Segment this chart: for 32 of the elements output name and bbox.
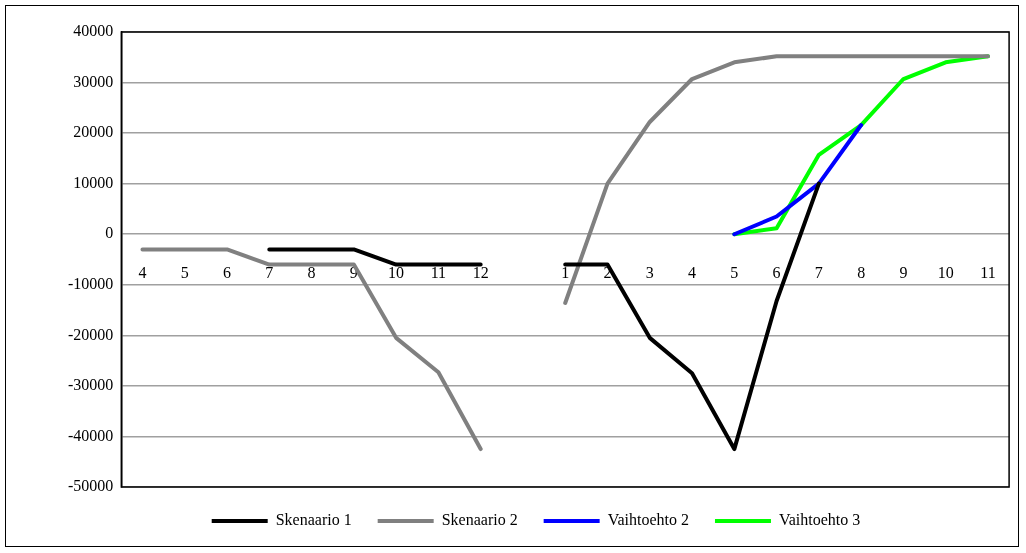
x-tick-label: 5 xyxy=(730,264,739,282)
legend-label: Vaihtoehto 2 xyxy=(607,511,689,529)
y-tick-label: -50000 xyxy=(68,477,114,495)
x-tick-label: 4 xyxy=(688,264,697,282)
legend-label: Vaihtoehto 3 xyxy=(778,511,861,529)
y-tick-label: 0 xyxy=(105,224,114,242)
x-tick-label: 7 xyxy=(265,264,274,282)
x-tick-label: 9 xyxy=(899,264,908,282)
y-tick-label: 20000 xyxy=(73,123,114,141)
y-tick-label: -20000 xyxy=(68,325,114,343)
x-tick-label: 8 xyxy=(307,264,316,282)
x-tick-label: 10 xyxy=(937,264,954,282)
x-tick-label: 6 xyxy=(772,264,781,282)
y-tick-label: -30000 xyxy=(68,376,114,394)
x-tick-label: 1 xyxy=(561,264,570,282)
y-tick-label: -40000 xyxy=(68,426,114,444)
x-tick-label: 11 xyxy=(430,264,447,282)
legend-label: Skenaario 1 xyxy=(275,511,352,529)
x-tick-label: 4 xyxy=(138,264,147,282)
x-tick-label: 5 xyxy=(180,264,189,282)
y-tick-label: -10000 xyxy=(68,274,114,292)
y-tick-label: 10000 xyxy=(73,173,114,191)
y-tick-label: 40000 xyxy=(73,22,114,40)
x-tick-label: 6 xyxy=(223,264,232,282)
x-tick-label: 7 xyxy=(814,264,823,282)
x-tick-label: 11 xyxy=(980,264,996,282)
x-tick-label: 3 xyxy=(645,264,654,282)
x-tick-label: 8 xyxy=(857,264,866,282)
x-tick-label: 10 xyxy=(388,264,405,282)
y-tick-label: 30000 xyxy=(73,72,114,90)
x-tick-label: 12 xyxy=(472,264,489,282)
legend-label: Skenaario 2 xyxy=(441,511,518,529)
